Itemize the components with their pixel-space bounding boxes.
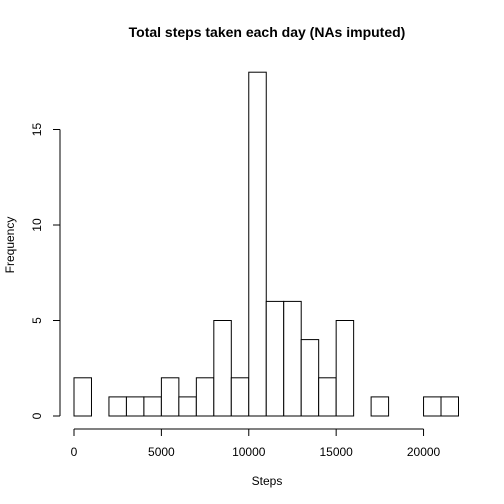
- histogram-bar: [301, 340, 318, 416]
- x-tick-label: 10000: [232, 445, 266, 459]
- histogram-bar: [214, 321, 231, 417]
- histogram-bar: [74, 378, 91, 416]
- x-tick-label: 20000: [407, 445, 441, 459]
- histogram-bar: [126, 397, 143, 416]
- x-axis: 0 5000 10000 15000 20000: [71, 429, 441, 459]
- histogram-bar: [319, 378, 336, 416]
- histogram-bar: [161, 378, 178, 416]
- histogram-bar: [196, 378, 213, 416]
- x-axis-label: Steps: [252, 474, 283, 488]
- histogram-bar: [441, 397, 458, 416]
- histogram-bar: [179, 397, 196, 416]
- histogram-bar: [284, 301, 301, 416]
- histogram-bar: [424, 397, 441, 416]
- histogram-bar: [371, 397, 388, 416]
- x-tick-label: 5000: [148, 445, 175, 459]
- y-tick-label: 5: [30, 317, 44, 324]
- y-tick-label: 15: [30, 123, 44, 137]
- histogram-bar: [144, 397, 161, 416]
- histogram-bar: [249, 72, 266, 416]
- y-tick-label: 10: [30, 218, 44, 232]
- histogram-bars: [74, 72, 459, 416]
- histogram-bar: [336, 321, 353, 417]
- histogram-bar: [266, 301, 283, 416]
- x-tick-label: 0: [71, 445, 78, 459]
- x-tick-label: 15000: [319, 445, 353, 459]
- y-axis-label: Frequency: [3, 217, 17, 274]
- y-tick-label: 0: [30, 412, 44, 419]
- histogram-bar: [109, 397, 126, 416]
- histogram-bar: [231, 378, 248, 416]
- chart-title: Total steps taken each day (NAs imputed): [129, 24, 406, 40]
- y-axis: 0 5 10 15: [30, 123, 60, 420]
